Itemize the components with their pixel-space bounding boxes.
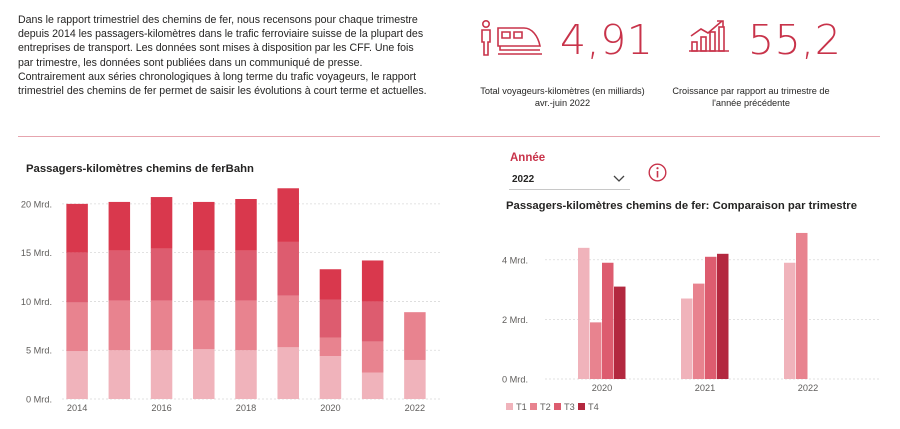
y-tick-label: 15 Mrd.: [21, 248, 52, 258]
bar-segment-t2: [66, 302, 88, 352]
bar-t1: [784, 262, 796, 379]
info-icon[interactable]: [648, 163, 667, 182]
x-tick-label: 2022: [798, 383, 818, 393]
y-tick-label: 4 Mrd.: [502, 255, 528, 265]
x-tick-label: 2021: [695, 383, 715, 393]
bar-segment-t3: [319, 299, 342, 338]
kpi-total-label: Total voyageurs-kilomètres (en milliards…: [470, 85, 655, 109]
kpi-growth-label-line2: l'année précédente: [712, 98, 790, 109]
bar-segment-t1: [235, 350, 257, 399]
year-slicer-value: 2022: [512, 174, 535, 185]
x-tick-label: 2020: [592, 383, 612, 393]
year-slicer-title: Année: [510, 152, 546, 164]
bar-segment-t4: [150, 197, 173, 249]
bar-segment-t3: [108, 250, 131, 301]
legend-swatch-t3: [554, 403, 561, 410]
y-tick-label: 0 Mrd.: [502, 375, 528, 385]
bar-segment-t3: [235, 250, 257, 301]
grouped-bar-chart: 0 Mrd. 2 Mrd. 4 Mrd. 2020 2021 2022 T1 T2 T3 T4: [502, 232, 880, 412]
y-tick-label: 10 Mrd.: [21, 297, 52, 307]
bar-segment-t1: [108, 350, 131, 399]
bar-segment-t3: [193, 250, 215, 301]
bar-segment-t1: [193, 349, 215, 399]
bar-segment-t4: [193, 201, 215, 251]
x-tick-label: 2020: [320, 403, 340, 413]
year-slicer-dropdown[interactable]: 2022: [509, 170, 630, 190]
kpi-growth-label: Croissance par rapport au trimestre de l…: [662, 85, 840, 109]
stacked-bar-chart: 0 Mrd. 5 Mrd. 10 Mrd. 15 Mrd. 20 Mrd. 2014 201…: [21, 188, 442, 413]
bar-segment-t2: [361, 341, 384, 373]
bar-segment-t2: [404, 312, 426, 360]
bar-segment-t3: [277, 241, 299, 296]
bar-segment-t4: [277, 188, 299, 242]
stacked-chart-title: Passagers-kilomètres chemins de ferBahn: [26, 163, 254, 175]
kpi-growth-value: 55,2: [748, 16, 842, 64]
bar-segment-t1: [319, 356, 342, 399]
y-tick-label: 2 Mrd.: [502, 315, 528, 325]
bar-segment-t2: [277, 295, 299, 348]
legend-swatch-t1: [506, 403, 513, 410]
bar-t3: [705, 256, 717, 379]
section-divider: [18, 136, 880, 137]
bar-segment-t1: [361, 372, 384, 399]
bar-t2: [590, 322, 602, 379]
bar-t1: [578, 247, 590, 379]
bar-segment-t1: [150, 350, 173, 399]
bar-segment-t2: [193, 300, 215, 350]
grouped-chart-title: Passagers-kilomètres chemins de fer: Com…: [506, 200, 857, 212]
x-tick-label: 2016: [151, 403, 171, 413]
growth-chart-icon: [689, 20, 729, 52]
bar-segment-t4: [235, 199, 257, 251]
bar-segment-t3: [361, 301, 384, 342]
bar-segment-t2: [319, 337, 342, 357]
bar-segment-t2: [235, 300, 257, 351]
bar-segment-t4: [66, 203, 88, 253]
legend-label-t2: T2: [540, 402, 551, 412]
kpi-growth-label-line1: Croissance par rapport au trimestre de: [672, 86, 830, 96]
y-tick-label: 20 Mrd.: [21, 199, 52, 209]
bar-segment-t1: [66, 351, 88, 399]
bar-t1: [681, 298, 693, 379]
legend-label-t4: T4: [588, 402, 599, 412]
bar-t2: [693, 283, 705, 379]
bar-segment-t1: [277, 347, 299, 399]
bar-t4: [717, 253, 729, 379]
legend-swatch-t2: [530, 403, 537, 410]
bar-t3: [602, 262, 614, 379]
bar-segment-t2: [150, 300, 173, 351]
y-tick-label: 0 Mrd.: [26, 395, 52, 405]
bar-segment-t3: [66, 252, 88, 303]
bar-segment-t4: [319, 269, 342, 300]
x-tick-label: 2014: [67, 403, 87, 413]
kpi-total-value: 4,91: [560, 16, 654, 64]
intro-text: Dans le rapport trimestriel des chemins …: [18, 14, 427, 98]
x-tick-label: 2018: [236, 403, 256, 413]
bar-t2: [796, 232, 808, 379]
bar-segment-t3: [150, 248, 173, 301]
bar-segment-t4: [361, 260, 384, 302]
bar-t4: [614, 286, 626, 379]
kpi-total-label-line2: avr.-juin 2022: [534, 98, 591, 109]
bar-segment-t1: [404, 359, 426, 399]
legend-swatch-t4: [578, 403, 585, 410]
bar-segment-t4: [108, 201, 131, 251]
legend-label-t3: T3: [564, 402, 575, 412]
x-tick-label: 2022: [405, 403, 425, 413]
kpi-total-label-line1: Total voyageurs-kilomètres (en milliards…: [480, 86, 645, 96]
y-tick-label: 5 Mrd.: [26, 346, 52, 356]
legend-label-t1: T1: [516, 402, 527, 412]
chevron-down-icon: [613, 175, 625, 182]
train-passenger-icon: [481, 19, 542, 56]
bar-segment-t2: [108, 300, 131, 351]
